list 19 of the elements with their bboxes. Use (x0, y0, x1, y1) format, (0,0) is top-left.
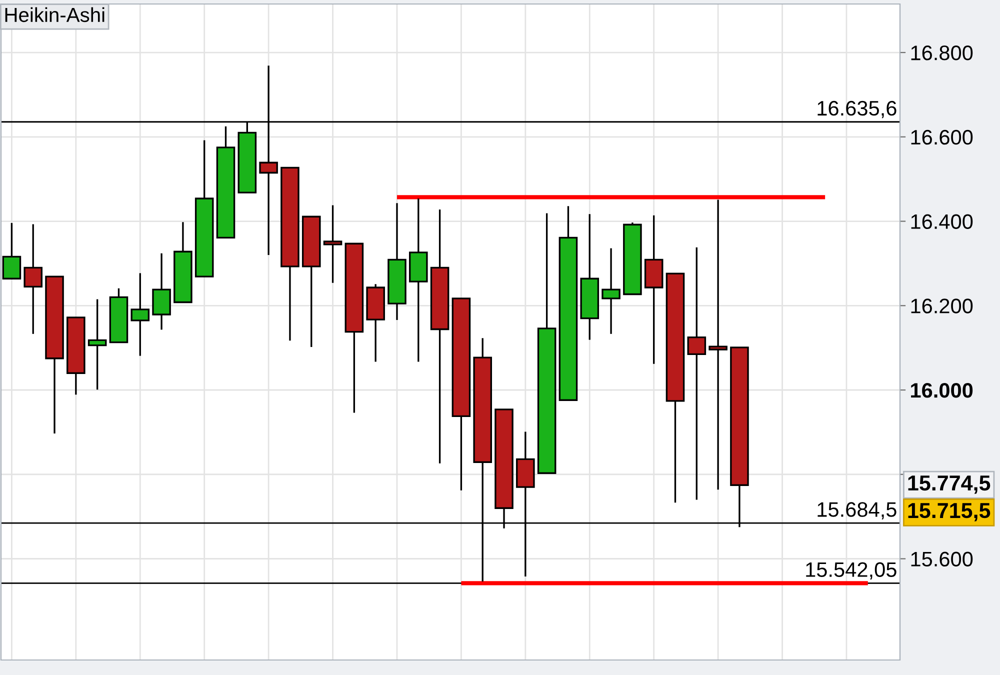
y-tick-label: 16.800 (911, 46, 973, 60)
ref-line-label: 15.542,05 (806, 562, 896, 580)
y-tick-label: 15.600 (911, 552, 973, 567)
chart-title: Heikin-Ashi (5, 7, 104, 22)
text: 15.715,5 (908, 503, 990, 522)
candlestick (2, 222, 22, 280)
text: 15.774,5 (908, 476, 990, 494)
ref-line-label: 16.635,6 (818, 100, 896, 118)
candlestick (24, 223, 43, 335)
y-tick-label: 16.200 (911, 298, 973, 314)
candlestick (130, 272, 150, 357)
y-tick-label: 16.400 (911, 214, 973, 230)
y-tick-label: 16.600 (911, 130, 973, 145)
candlestick (88, 298, 107, 390)
y-tick-label: 16.000 (911, 383, 973, 398)
candlestick (602, 247, 620, 335)
ref-line-label: 15.684,5 (818, 502, 896, 520)
candlestick (687, 246, 706, 501)
candlestick (323, 204, 342, 284)
